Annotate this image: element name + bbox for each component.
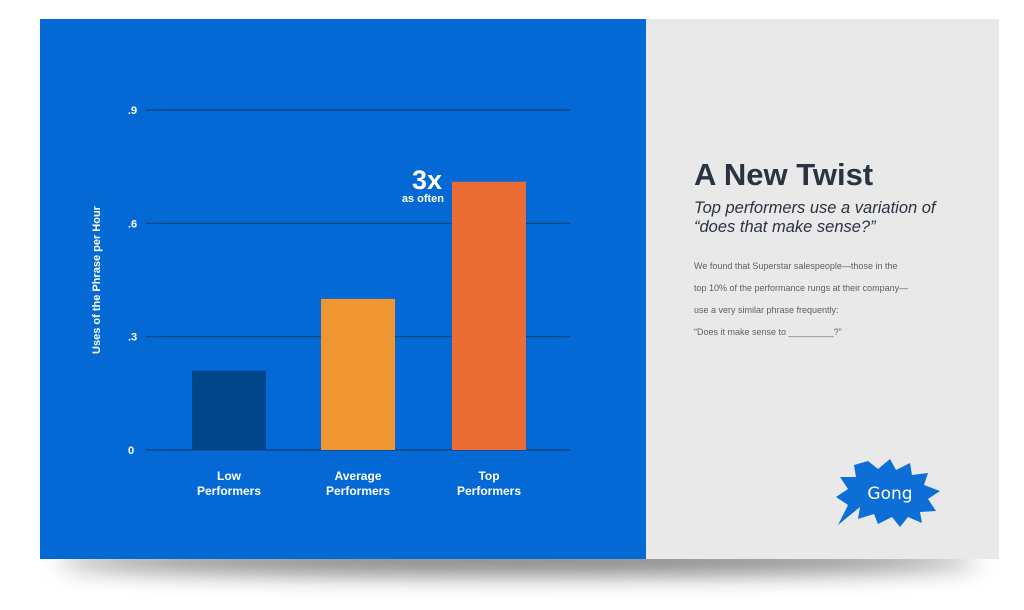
y-tick-label: .9: [128, 105, 137, 117]
slide: 0.3.6.9 Uses of the Phrase per Hour Low Per…: [40, 19, 999, 559]
text-panel: A New Twist Top performers use a variati…: [646, 19, 999, 559]
x-tick-label: Performers: [197, 484, 261, 498]
x-tick-label: Performers: [457, 484, 521, 498]
x-tick-label: Low: [217, 469, 242, 483]
body-text: We found that Superstar salespeople—thos…: [694, 255, 974, 343]
gong-logo: Gong: [836, 459, 940, 527]
y-tick-label: .3: [128, 332, 137, 344]
x-tick-label: Average: [335, 469, 382, 483]
body-line-2: top 10% of the performance rungs at thei…: [694, 283, 909, 293]
annotation-small: as often: [402, 193, 444, 205]
gong-logo-starburst: [836, 459, 940, 527]
gong-logo-text: Gong: [867, 484, 912, 504]
x-tick-label: Top: [478, 469, 499, 483]
bar: [321, 298, 395, 450]
y-tick-label: 0: [128, 445, 134, 457]
bar: [452, 181, 526, 450]
y-axis-title: Uses of the Phrase per Hour: [91, 205, 103, 354]
bar: [192, 370, 266, 450]
slide-subheading: Top performers use a variation of “does …: [694, 199, 989, 237]
annotation-big: 3x: [412, 165, 442, 195]
subheading-line-2: “does that make sense?”: [694, 218, 876, 236]
chart-panel: 0.3.6.9 Uses of the Phrase per Hour Low Per…: [40, 19, 646, 559]
y-tick-label: .6: [128, 218, 137, 230]
slide-heading: A New Twist: [694, 157, 874, 192]
body-line-4: “Does it make sense to _________?”: [694, 327, 842, 337]
body-line-1: We found that Superstar salespeople—thos…: [694, 261, 898, 271]
subheading-line-1: Top performers use a variation of: [694, 199, 936, 217]
x-tick-label: Performers: [326, 484, 390, 498]
body-line-3: use a very similar phrase frequently:: [694, 305, 839, 315]
